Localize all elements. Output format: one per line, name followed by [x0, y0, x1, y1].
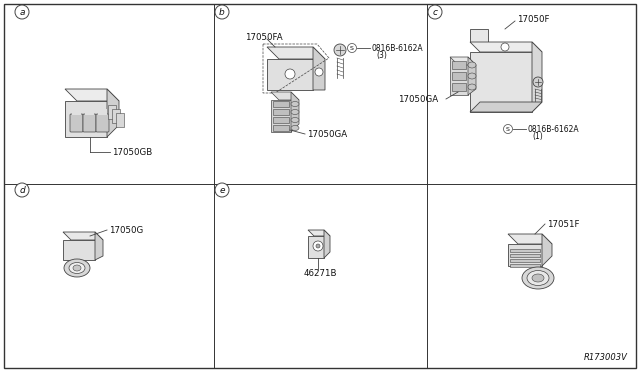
Polygon shape	[63, 232, 103, 240]
Circle shape	[15, 183, 29, 197]
Ellipse shape	[291, 102, 299, 106]
Circle shape	[501, 43, 509, 51]
Text: e: e	[220, 186, 225, 195]
Bar	[108, 105, 116, 119]
Text: 17050GA: 17050GA	[398, 94, 438, 103]
Polygon shape	[532, 42, 542, 112]
Bar	[98, 109, 107, 115]
Polygon shape	[95, 232, 103, 260]
Bar	[452, 72, 466, 80]
Ellipse shape	[527, 270, 549, 285]
Bar	[112, 109, 120, 123]
Polygon shape	[450, 57, 476, 65]
Polygon shape	[542, 234, 552, 266]
Polygon shape	[470, 52, 532, 112]
Text: 17050F: 17050F	[517, 15, 550, 23]
Text: (3): (3)	[376, 51, 387, 60]
Circle shape	[533, 77, 543, 87]
Text: 17050FA: 17050FA	[245, 32, 283, 42]
Polygon shape	[271, 100, 291, 132]
Circle shape	[334, 44, 346, 56]
Ellipse shape	[468, 73, 476, 79]
Ellipse shape	[69, 263, 85, 273]
Polygon shape	[450, 57, 468, 95]
Polygon shape	[470, 102, 542, 112]
Ellipse shape	[468, 62, 476, 68]
Circle shape	[315, 68, 323, 76]
Bar	[510, 264, 540, 267]
Polygon shape	[468, 57, 476, 95]
Circle shape	[504, 125, 513, 134]
Bar	[273, 101, 289, 107]
Circle shape	[285, 69, 295, 79]
Polygon shape	[63, 240, 95, 260]
Polygon shape	[308, 230, 330, 236]
Text: b: b	[219, 7, 225, 16]
Polygon shape	[508, 244, 542, 266]
Ellipse shape	[73, 265, 81, 271]
Polygon shape	[65, 89, 119, 101]
Polygon shape	[271, 92, 299, 100]
Ellipse shape	[522, 267, 554, 289]
Text: 17051F: 17051F	[547, 219, 579, 228]
Polygon shape	[324, 230, 330, 258]
Text: S: S	[350, 45, 354, 51]
Circle shape	[215, 183, 229, 197]
Polygon shape	[313, 47, 325, 90]
Circle shape	[313, 241, 323, 251]
Ellipse shape	[291, 118, 299, 122]
Text: 17050GB: 17050GB	[112, 148, 152, 157]
Ellipse shape	[468, 84, 476, 90]
Bar	[273, 117, 289, 123]
Text: c: c	[433, 7, 438, 16]
Text: 46271B: 46271B	[304, 269, 337, 279]
Text: 17050G: 17050G	[109, 225, 143, 234]
Bar	[510, 249, 540, 252]
FancyBboxPatch shape	[83, 114, 96, 132]
Bar	[273, 125, 289, 131]
Ellipse shape	[291, 109, 299, 115]
Circle shape	[15, 5, 29, 19]
Polygon shape	[291, 92, 299, 132]
Polygon shape	[267, 59, 313, 90]
Polygon shape	[65, 101, 107, 137]
Polygon shape	[308, 236, 324, 258]
Polygon shape	[107, 89, 119, 137]
Text: d: d	[19, 186, 25, 195]
Bar	[452, 61, 466, 69]
Bar	[72, 109, 81, 115]
Polygon shape	[470, 42, 542, 52]
Bar	[85, 109, 94, 115]
Circle shape	[215, 5, 229, 19]
Bar	[273, 109, 289, 115]
Bar	[116, 113, 124, 127]
Text: S: S	[506, 126, 510, 131]
Bar	[510, 259, 540, 262]
Ellipse shape	[291, 125, 299, 131]
Text: a: a	[19, 7, 25, 16]
Polygon shape	[508, 234, 552, 244]
Text: (1): (1)	[532, 131, 543, 141]
Bar	[510, 254, 540, 257]
Text: 0816B-6162A: 0816B-6162A	[372, 44, 424, 52]
Circle shape	[348, 44, 356, 52]
Polygon shape	[267, 47, 325, 59]
FancyBboxPatch shape	[96, 114, 109, 132]
FancyBboxPatch shape	[70, 114, 83, 132]
Ellipse shape	[64, 259, 90, 277]
Text: 17050GA: 17050GA	[307, 129, 347, 138]
Text: R173003V: R173003V	[584, 353, 628, 362]
Circle shape	[428, 5, 442, 19]
Ellipse shape	[532, 274, 544, 282]
Text: 0816B-6162A: 0816B-6162A	[528, 125, 580, 134]
Polygon shape	[470, 29, 488, 42]
Circle shape	[316, 244, 320, 248]
Bar	[452, 83, 466, 91]
